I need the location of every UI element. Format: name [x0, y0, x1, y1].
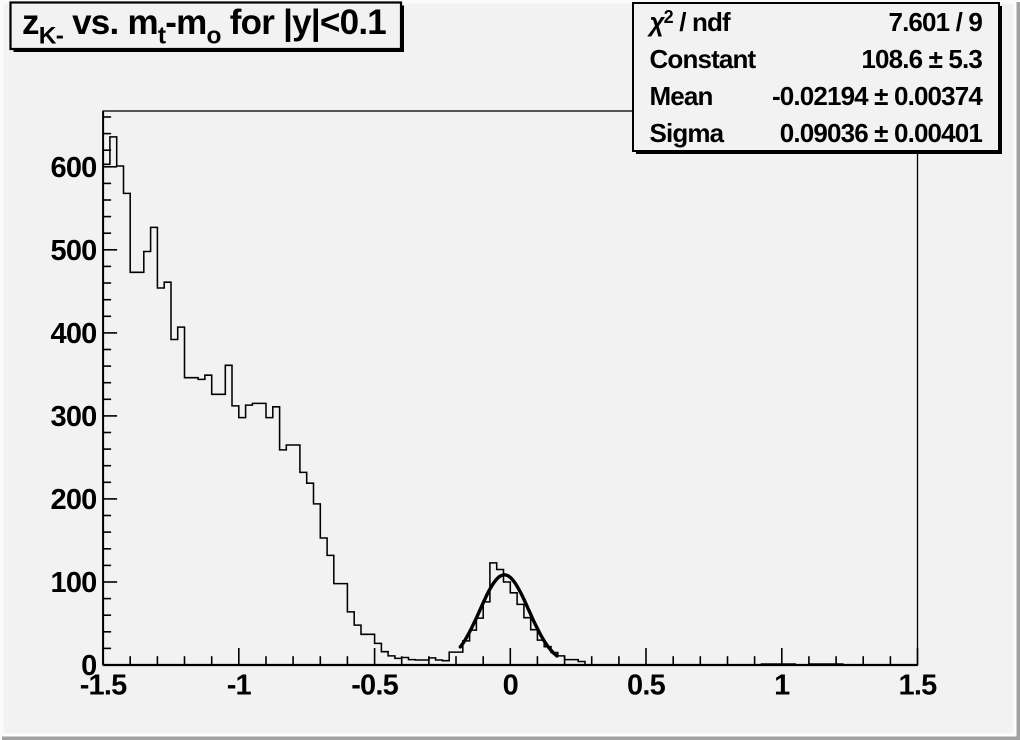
svg-text:1: 1	[774, 670, 790, 702]
svg-text:-0.02194 ± 0.00374: -0.02194 ± 0.00374	[772, 81, 983, 111]
svg-text:400: 400	[51, 318, 97, 350]
svg-text:0.09036 ± 0.00401: 0.09036 ± 0.00401	[780, 118, 983, 148]
svg-text:-1: -1	[227, 670, 252, 702]
svg-text:500: 500	[51, 235, 97, 267]
svg-text:108.6 ± 5.3: 108.6 ± 5.3	[861, 44, 982, 74]
svg-text:300: 300	[51, 401, 97, 433]
svg-text:600: 600	[51, 152, 97, 184]
svg-text:Constant: Constant	[650, 44, 757, 74]
svg-text:7.601 / 9: 7.601 / 9	[888, 7, 982, 37]
svg-text:zK- vs. mt-mo for |y|<0.1: zK- vs. mt-mo for |y|<0.1	[22, 3, 386, 50]
svg-text:0.5: 0.5	[627, 670, 666, 702]
svg-text:Mean: Mean	[650, 81, 713, 111]
svg-text:χ2 / ndf: χ2 / ndf	[647, 7, 732, 37]
svg-text:0: 0	[503, 670, 518, 702]
svg-text:0: 0	[81, 650, 96, 682]
svg-text:200: 200	[51, 484, 97, 516]
svg-text:-0.5: -0.5	[351, 670, 398, 702]
svg-text:-1.5: -1.5	[80, 670, 127, 702]
svg-text:Sigma: Sigma	[650, 118, 725, 148]
svg-text:1.5: 1.5	[899, 670, 938, 702]
svg-text:100: 100	[51, 567, 97, 599]
